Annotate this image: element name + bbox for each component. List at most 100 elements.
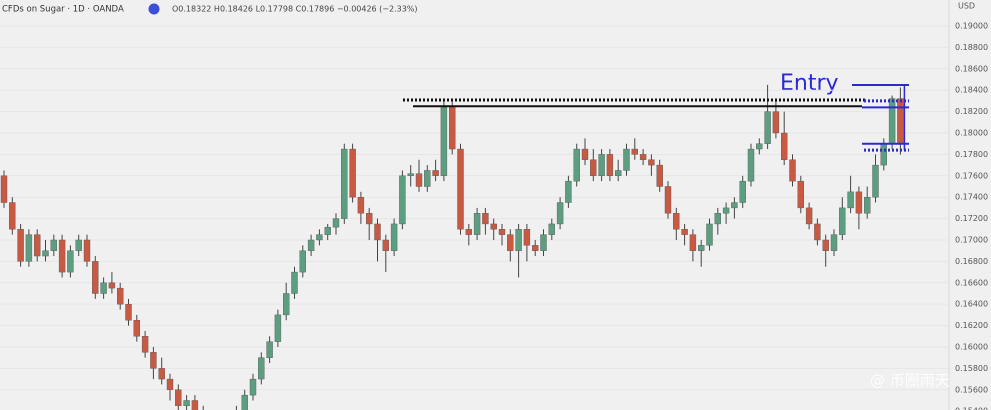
candle-body bbox=[58, 239, 66, 273]
candle-body bbox=[507, 234, 514, 251]
candle-body bbox=[664, 186, 672, 214]
candle-body bbox=[366, 213, 373, 225]
y-tick-label: 0.17400 bbox=[955, 193, 988, 202]
candle-body bbox=[714, 213, 721, 225]
candle-body bbox=[83, 239, 91, 262]
candle-body bbox=[490, 223, 497, 230]
candle-body bbox=[498, 229, 506, 235]
candle-body bbox=[166, 378, 174, 390]
candle-body bbox=[0, 175, 8, 203]
candle-body bbox=[797, 180, 804, 209]
candle-body bbox=[357, 196, 365, 214]
candle-body bbox=[556, 202, 564, 225]
candle-body bbox=[855, 191, 863, 214]
y-tick-label: 0.18400 bbox=[955, 86, 988, 95]
candle-body bbox=[656, 164, 663, 187]
candle-body bbox=[141, 336, 149, 353]
candle-body bbox=[706, 223, 713, 246]
candle-body bbox=[781, 132, 788, 160]
candle-body bbox=[814, 223, 821, 241]
candle-body bbox=[739, 180, 746, 203]
candle-body bbox=[307, 239, 315, 251]
y-tick-label: 0.16400 bbox=[955, 300, 988, 309]
candle-body bbox=[67, 250, 74, 273]
candle-body bbox=[615, 170, 622, 176]
candle-body bbox=[598, 154, 605, 176]
candle-body bbox=[473, 213, 481, 235]
candle-body bbox=[183, 400, 190, 407]
candle-body bbox=[532, 245, 539, 251]
candle-body bbox=[639, 154, 647, 160]
candle-body bbox=[407, 173, 414, 176]
chart-title: CFDs on Sugar · 1D · OANDA bbox=[2, 5, 124, 15]
candle-body bbox=[374, 223, 381, 241]
candle-body bbox=[125, 303, 132, 321]
candle-body bbox=[606, 154, 614, 176]
candle-body bbox=[565, 180, 572, 203]
candle-body bbox=[349, 148, 356, 198]
candle-body bbox=[432, 170, 439, 176]
candle-body bbox=[864, 196, 871, 214]
y-tick-label: 0.15600 bbox=[955, 385, 988, 394]
candle-body bbox=[548, 223, 555, 235]
candle-body bbox=[698, 245, 705, 251]
candle-body bbox=[266, 341, 273, 358]
candle-body bbox=[747, 148, 755, 182]
candle-body bbox=[316, 234, 323, 241]
y-tick-label: 0.17000 bbox=[955, 235, 988, 244]
candle-body bbox=[897, 98, 904, 145]
y-tick-label: 0.18600 bbox=[955, 64, 988, 73]
candle-body bbox=[764, 111, 771, 144]
candle-body bbox=[116, 287, 124, 305]
candle-body bbox=[880, 143, 887, 166]
candle-body bbox=[681, 229, 688, 235]
candle-body bbox=[399, 175, 406, 225]
candle-body bbox=[299, 250, 306, 273]
candle-body bbox=[872, 164, 879, 198]
y-tick-label: 0.19000 bbox=[955, 21, 988, 30]
candle-body bbox=[581, 148, 589, 160]
y-tick-label: 0.16200 bbox=[955, 321, 988, 330]
candle-body bbox=[341, 148, 348, 219]
candle-body bbox=[92, 261, 99, 294]
y-tick-label: 0.16800 bbox=[955, 257, 988, 266]
candle-body bbox=[789, 159, 796, 182]
ohlc-text: O0.18322 H0.18426 L0.17798 C0.17896 −0.0… bbox=[172, 5, 418, 14]
candle-body bbox=[382, 239, 389, 251]
candle-body bbox=[590, 159, 597, 176]
candle-body bbox=[523, 229, 531, 246]
candle-body bbox=[17, 229, 24, 262]
candle-body bbox=[731, 202, 738, 209]
candle-body bbox=[648, 159, 655, 166]
candle-body bbox=[324, 226, 331, 235]
candle-body bbox=[540, 234, 547, 251]
y-tick-label: 0.17800 bbox=[955, 150, 988, 159]
candle-body bbox=[332, 218, 340, 228]
candle-body bbox=[722, 207, 730, 214]
candle-body bbox=[449, 106, 456, 150]
candle-body bbox=[631, 148, 638, 155]
candle-body bbox=[249, 378, 257, 396]
indicator-icon[interactable] bbox=[148, 3, 160, 15]
y-tick-label: 0.15800 bbox=[955, 364, 988, 373]
candle-body bbox=[133, 320, 141, 337]
candle-body bbox=[390, 223, 398, 251]
candle-body bbox=[515, 229, 522, 251]
candle-body bbox=[465, 229, 472, 235]
candle-body bbox=[805, 207, 813, 225]
candle-body bbox=[25, 234, 33, 262]
candle-body bbox=[888, 98, 896, 144]
y-tick-label: 0.18200 bbox=[955, 107, 988, 116]
currency: USD bbox=[958, 2, 975, 11]
candle-body bbox=[150, 352, 157, 369]
candle-body bbox=[440, 106, 448, 176]
entry-label: Entry bbox=[780, 71, 839, 96]
candle-body bbox=[274, 314, 282, 342]
y-tick-label: 0.17600 bbox=[955, 171, 988, 180]
candle-body bbox=[283, 293, 290, 316]
candle-body bbox=[482, 213, 489, 225]
candle-body bbox=[108, 282, 116, 289]
candle-body bbox=[424, 170, 431, 187]
y-tick-label: 0.18000 bbox=[955, 128, 988, 137]
